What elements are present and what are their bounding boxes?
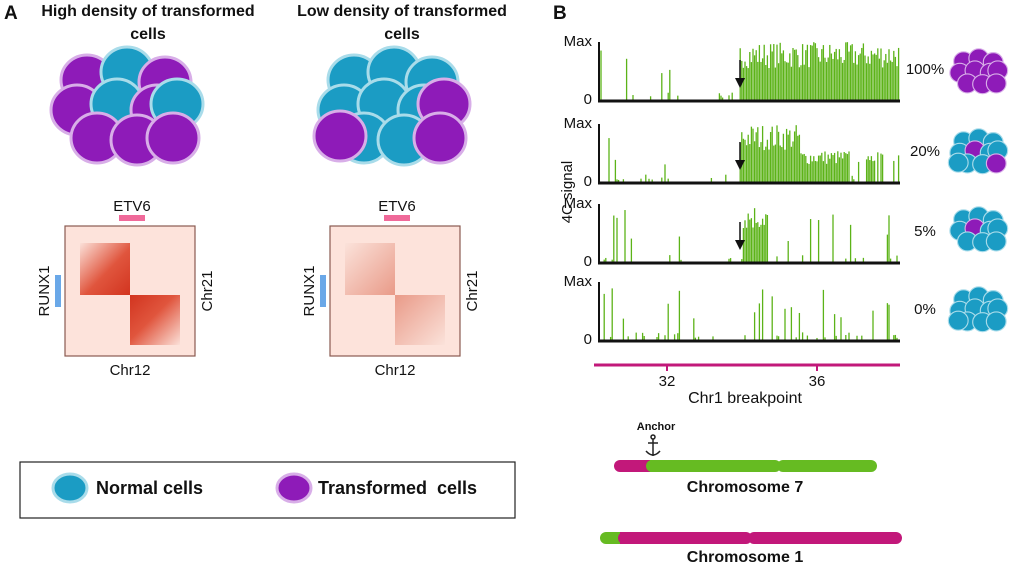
cell-cluster: [947, 128, 1009, 175]
chromosome-label: Chromosome 7: [687, 479, 804, 496]
zero-label: 0: [584, 173, 592, 190]
cell: [947, 152, 969, 173]
y-axis-label: 4C signal: [559, 161, 576, 224]
cell: [985, 311, 1007, 332]
arrow-head: [735, 78, 745, 88]
chrom-label: Chr12: [375, 362, 416, 379]
cell: [312, 109, 368, 163]
etv6-bar: [384, 215, 410, 221]
chrom-label: Chr12: [110, 362, 151, 379]
legend-box: [19, 461, 516, 519]
signal-track: [608, 125, 900, 182]
x-tick-label: 36: [809, 373, 826, 390]
runx1-bar: [55, 275, 61, 307]
chrom-label: Chr21: [199, 271, 216, 312]
tad-block: [80, 243, 130, 295]
tad-block: [130, 295, 180, 345]
percent-label: 5%: [914, 223, 936, 240]
gene-label: RUNX1: [301, 266, 318, 317]
panel-title: Low density of transformed cells: [297, 3, 507, 43]
arrow-head: [735, 160, 745, 170]
zero-label: 0: [584, 253, 592, 270]
gene-label: RUNX1: [36, 266, 53, 317]
cell: [985, 231, 1007, 252]
gene-label: ETV6: [378, 198, 416, 215]
etv6-bar: [119, 215, 145, 221]
cell: [947, 310, 969, 331]
x-tick-label: 32: [659, 373, 676, 390]
cell: [145, 111, 201, 165]
max-label: Max: [564, 33, 593, 50]
chromosome-label: Chromosome 1: [687, 549, 804, 566]
signal-track: [603, 288, 898, 340]
legend-swatch: [275, 472, 313, 504]
panel-title: High density of transformed cells: [41, 3, 255, 43]
chrom-label: Chr21: [464, 271, 481, 312]
signal-track: [600, 42, 900, 100]
percent-label: 20%: [910, 143, 940, 160]
percent-label: 100%: [906, 61, 944, 78]
tad-block: [345, 243, 395, 295]
cell-cluster: [312, 45, 472, 167]
cell-cluster: [949, 48, 1009, 95]
zero-label: 0: [584, 91, 592, 108]
max-label: Max: [564, 115, 593, 132]
cell-cluster: [49, 45, 205, 167]
panel-label: B: [553, 3, 567, 24]
zero-label: 0: [584, 331, 592, 348]
anchor-icon: [645, 434, 661, 456]
legend-label: Normal cells: [96, 478, 203, 498]
arrow-head: [735, 240, 745, 250]
cell-cluster: [949, 206, 1009, 253]
panel-label: A: [4, 3, 18, 24]
gene-label: ETV6: [113, 198, 151, 215]
max-label: Max: [564, 195, 593, 212]
tad-block: [395, 295, 445, 345]
signal-track: [603, 208, 898, 262]
percent-label: 0%: [914, 301, 936, 318]
cell: [412, 111, 468, 165]
cell-cluster: [947, 286, 1009, 333]
legend-label: Transformed cells: [318, 478, 477, 498]
cell: [985, 73, 1007, 94]
anchor-label: Anchor: [637, 421, 676, 433]
runx1-bar: [320, 275, 326, 307]
x-axis-label: Chr1 breakpoint: [688, 390, 802, 407]
max-label: Max: [564, 273, 593, 290]
cell: [985, 153, 1007, 174]
legend-swatch: [51, 472, 89, 504]
